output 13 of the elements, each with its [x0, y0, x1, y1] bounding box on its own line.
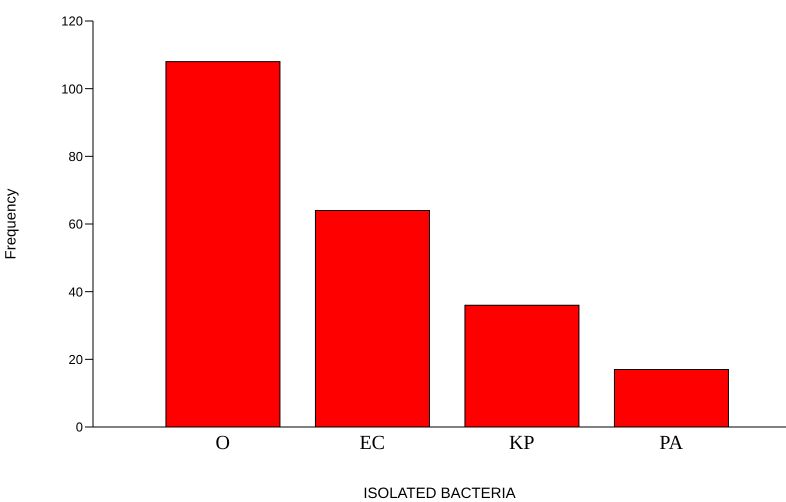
x-tick-label: O — [216, 432, 230, 454]
y-tick-label: 60 — [68, 216, 83, 232]
y-tick-label: 80 — [68, 148, 83, 164]
y-tick-label: 120 — [61, 14, 83, 29]
y-tick-label: 40 — [68, 284, 83, 300]
x-tick-label: PA — [659, 432, 684, 454]
y-tick-label: 0 — [76, 420, 83, 435]
x-tick-label: KP — [508, 432, 535, 454]
x-tick-label: EC — [359, 432, 386, 454]
y-tick-label: 20 — [68, 352, 83, 367]
x-axis-title: ISOLATED BACTERIA — [363, 485, 516, 502]
y-tick-label: 100 — [61, 81, 83, 96]
y-axis-title: Frequency — [2, 188, 20, 260]
